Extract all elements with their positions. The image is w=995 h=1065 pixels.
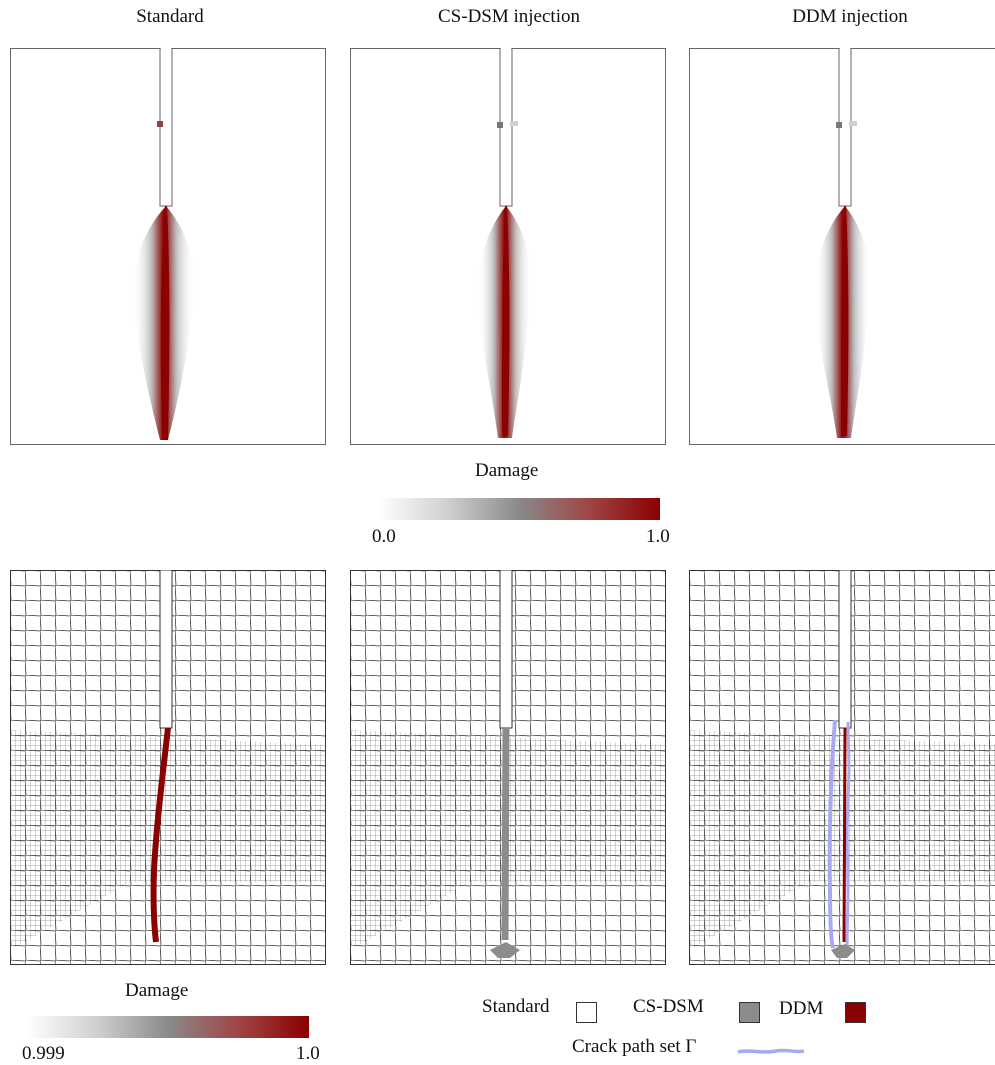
legend-ddm-swatch xyxy=(845,1002,866,1023)
colorbar-top-min: 0.0 xyxy=(372,526,396,547)
legend-crack-line xyxy=(737,1048,805,1054)
colorbar-bottom-max: 1.0 xyxy=(296,1043,320,1064)
colorbar-top-max: 1.0 xyxy=(646,526,670,547)
title-ddm: DDM injection xyxy=(792,6,908,27)
legend-csdsm-swatch xyxy=(739,1002,760,1023)
colorbar-top xyxy=(378,498,660,520)
legend-csdsm-label: CS-DSM xyxy=(633,996,704,1017)
legend-standard-label: Standard xyxy=(482,996,550,1017)
legend-ddm-label: DDM xyxy=(779,998,824,1019)
colorbar-bottom-label: Damage xyxy=(125,980,189,1001)
mesh-panel-standard xyxy=(10,570,326,965)
title-standard: Standard xyxy=(136,6,204,27)
legend-crack-label: Crack path set Γ xyxy=(572,1036,697,1057)
colorbar-bottom xyxy=(27,1016,309,1038)
mesh-panel-csdsm xyxy=(350,570,666,965)
mesh-panel-ddm xyxy=(689,570,995,965)
damage-panel-csdsm xyxy=(350,48,666,445)
damage-panel-standard xyxy=(10,48,326,445)
colorbar-bottom-min: 0.999 xyxy=(22,1043,65,1064)
title-csdsm: CS-DSM injection xyxy=(438,6,580,27)
colorbar-top-label: Damage xyxy=(475,460,539,481)
legend-standard-swatch xyxy=(576,1002,597,1023)
damage-panel-ddm xyxy=(689,48,995,445)
